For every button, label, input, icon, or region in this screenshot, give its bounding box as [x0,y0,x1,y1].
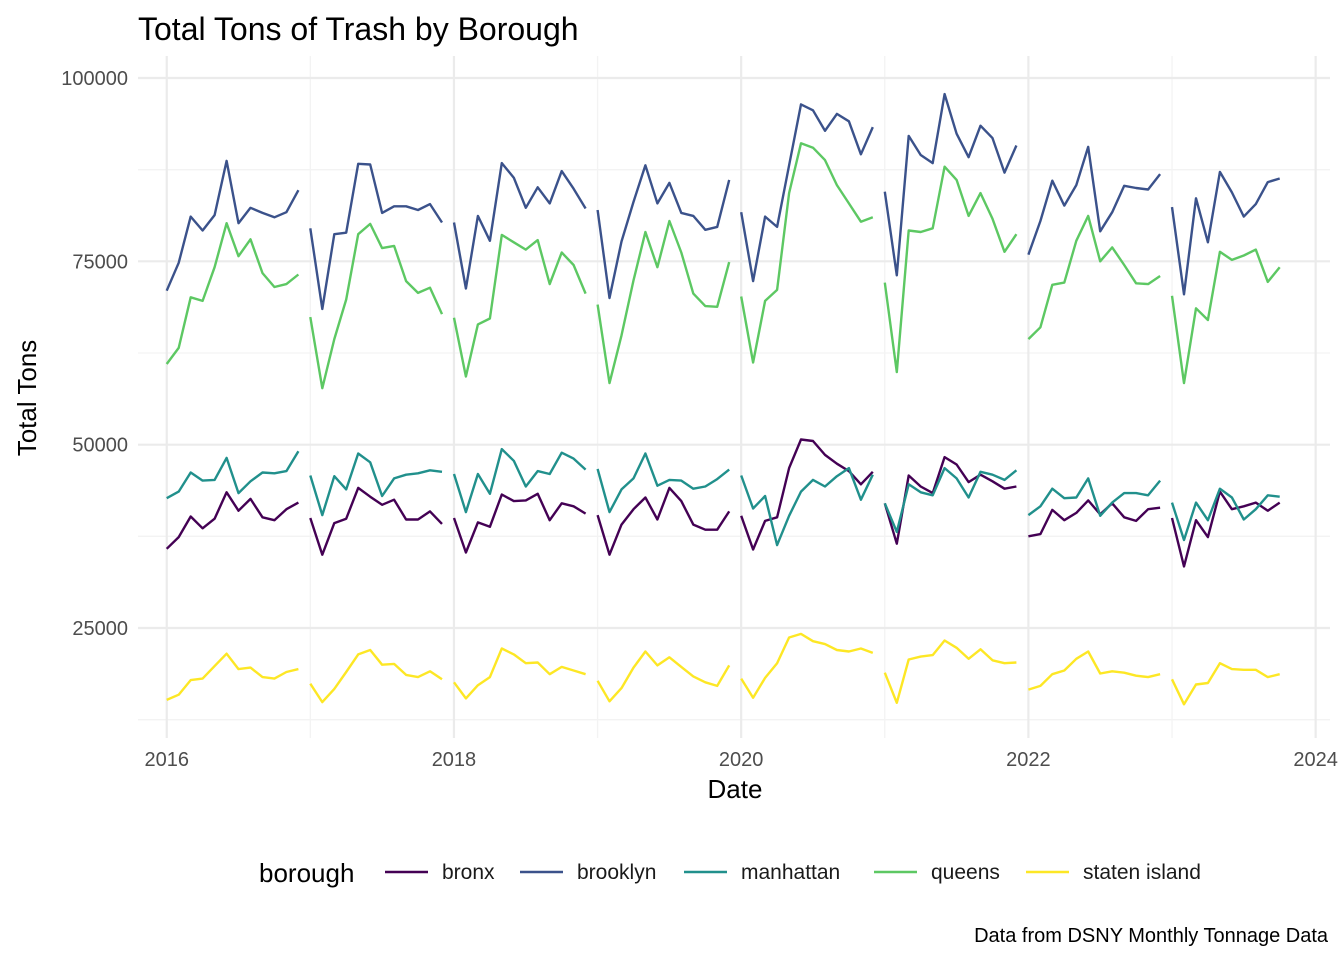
series-line-segment [883,639,1017,704]
series-brooklyn [165,92,1281,311]
series-line-segment [166,652,299,702]
series-layer [165,92,1281,706]
series-line-segment [740,632,874,699]
series-line-segment [883,466,1018,534]
x-tick-label: 2018 [432,749,477,771]
series-line-segment [1027,214,1161,340]
series-line-segment [1170,170,1281,296]
series-line-segment [453,647,586,700]
series-line-segment [1170,248,1281,385]
series-staten-island [166,632,1280,706]
series-line-segment [1170,487,1280,542]
chart-title: Total Tons of Trash by Borough [138,11,579,47]
series-queens [165,142,1281,390]
series-line-segment [1170,490,1281,568]
legend-item-manhattan: manhattan [684,861,840,884]
series-line-segment [596,650,731,703]
series-line-segment [452,447,587,514]
legend-item-queens: queens [874,861,1000,884]
series-line-segment [1027,477,1162,517]
series-line-segment [309,486,443,556]
chart-caption: Data from DSNY Monthly Tonnage Data [974,925,1329,947]
x-tick-label: 2022 [1006,749,1051,771]
legend-label: bronx [442,861,495,884]
series-line-segment [1027,145,1162,256]
series-line-segment [309,222,444,390]
series-line-segment [452,233,587,378]
series-line-segment [740,142,874,364]
legend-label: brooklyn [577,861,656,884]
x-tick-label: 2024 [1293,749,1338,771]
axis-layer: 2016 2018 2020 2022 2024 25000 50000 75000 10000… [61,68,1338,771]
series-line-segment [596,219,731,385]
y-tick-label: 100000 [61,68,128,90]
series-line-segment [596,486,731,556]
series-line-segment [596,164,731,300]
series-line-segment [883,92,1018,277]
series-line-segment [165,491,299,550]
y-tick-label: 25000 [72,618,128,640]
series-line-segment [596,452,730,514]
series-line-segment [452,492,587,554]
y-axis-title: Total Tons [12,340,42,457]
legend-item-bronx: bronx [385,861,495,884]
series-line-segment [309,648,443,704]
legend-item-brooklyn: brooklyn [520,861,656,884]
series-line-segment [166,450,300,500]
series-line-segment [1028,499,1161,538]
x-tick-label: 2020 [719,749,764,771]
series-line-segment [165,221,300,365]
grid-layer [138,56,1330,738]
legend-title: borough [259,858,354,888]
x-tick-label: 2016 [144,749,189,771]
series-line-segment [1028,650,1161,691]
x-axis-title: Date [708,774,763,804]
series-line-segment [452,161,587,290]
y-tick-label: 75000 [72,251,128,273]
series-manhattan [166,447,1280,547]
legend-label: queens [931,861,1000,884]
series-line-segment [309,162,444,311]
series-line-segment [1170,662,1280,706]
series-line-segment [883,455,1017,545]
legend-label: manhattan [741,861,840,884]
legend-label: staten island [1083,861,1201,884]
legend-item-staten-island: staten island [1026,861,1201,884]
series-line-segment [740,103,874,283]
series-line-segment [740,466,874,547]
legend: borough bronx brooklyn manhattan queens stat… [259,858,1201,888]
series-line-segment [165,159,300,292]
series-line-segment [309,452,443,517]
y-tick-label: 50000 [72,435,128,457]
series-line-segment [740,438,874,551]
series-line-segment [883,165,1018,374]
